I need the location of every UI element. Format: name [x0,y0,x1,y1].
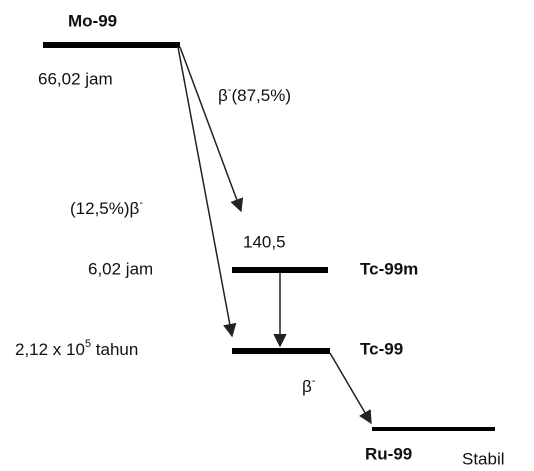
node-label: Ru-99 [365,444,412,463]
charge: - [228,84,232,96]
unit: tahun [91,340,138,359]
note: Stabil [462,449,505,468]
exponent: 5 [85,338,91,350]
arrow [179,46,244,213]
branch: (12,5%) [70,199,130,218]
transition-label: β-(87,5%) [218,84,291,106]
transition-label: (12,5%)β- [70,197,143,219]
half-life: 2,12 x 105 tahun [15,338,138,360]
arrow [177,46,237,338]
half-life: 66,02 jam [38,69,113,88]
transition-label: β- [302,375,316,397]
base: 2,12 x 10 [15,340,85,359]
half-life: 6,02 jam [88,259,153,278]
branch: (87,5%) [231,86,291,105]
arrow [329,352,372,425]
symbol: β [302,377,312,396]
node-label: Tc-99m [360,259,418,278]
charge: - [312,375,316,387]
symbol: β [218,86,228,105]
node-label: Tc-99 [360,339,403,358]
symbol: β [130,199,140,218]
charge: - [139,197,143,209]
node-label: Mo-99 [68,11,117,30]
energy: 140,5 [243,232,286,251]
